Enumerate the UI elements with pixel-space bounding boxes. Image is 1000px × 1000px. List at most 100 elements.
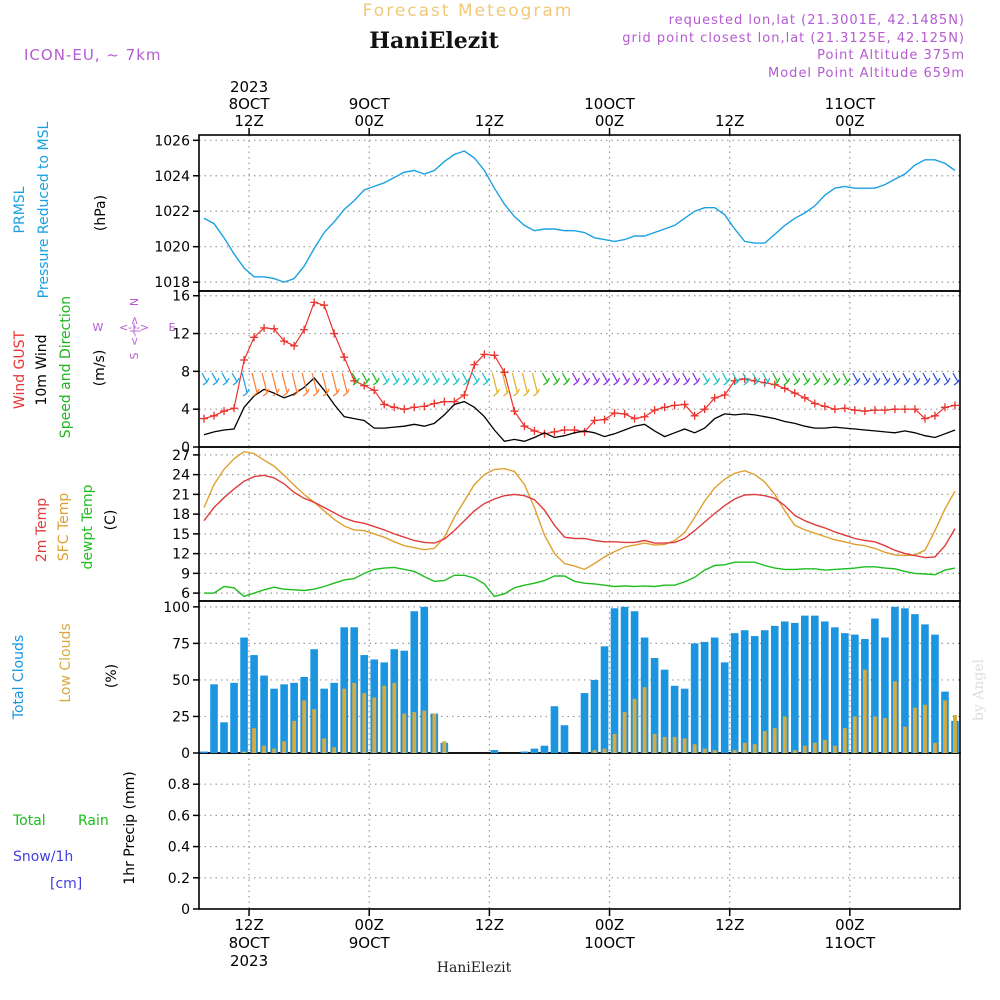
- gust-marker: [520, 422, 529, 431]
- wind-direction-arrow: [311, 372, 320, 397]
- y-tick-label: 15: [172, 527, 190, 543]
- total-cloud-bar: [760, 630, 769, 753]
- bottom-hour-label: 00Z: [835, 916, 864, 934]
- total-cloud-bar: [720, 662, 729, 753]
- wind-direction-arrow: [361, 372, 370, 386]
- total-cloud-bar: [550, 706, 559, 753]
- total-cloud-bar: [270, 688, 278, 753]
- wind-direction-arrow: [241, 372, 250, 397]
- wind-direction-arrow: [411, 372, 420, 386]
- bottom-hour-label: 00Z: [355, 916, 384, 934]
- total-cloud-bar: [400, 650, 409, 753]
- wind-direction-arrow: [932, 372, 941, 386]
- gust-marker: [210, 411, 219, 420]
- low-cloud-bar: [953, 715, 957, 753]
- wind-direction-arrow: [872, 372, 881, 386]
- total-cloud-bar: [851, 634, 859, 753]
- gust-marker: [600, 415, 609, 424]
- gust-marker: [270, 324, 279, 333]
- wind-direction-arrow: [581, 372, 591, 386]
- total-cloud-bar: [310, 649, 318, 753]
- temp-label-sfc: SFC Temp: [56, 493, 72, 562]
- gust-marker: [800, 393, 809, 402]
- low-cloud-bar: [602, 748, 607, 753]
- compass-arrow-v: <-|->: [128, 316, 141, 346]
- low-cloud-bar: [662, 736, 667, 753]
- y-tick-label: 21: [172, 487, 190, 503]
- gust-marker: [830, 405, 839, 414]
- gust-marker: [560, 425, 569, 434]
- wind-label-gust: Wind GUST: [12, 330, 28, 409]
- wind-direction-arrow: [682, 372, 691, 386]
- low-cloud-bar: [312, 709, 317, 753]
- total-cloud-bar: [780, 621, 789, 753]
- wind-direction-arrow: [642, 372, 651, 386]
- panel-wind: 0 4 8 12 16: [172, 289, 961, 456]
- temp-labels: 2m Temp SFC Temp dewpt Temp (C): [34, 484, 119, 569]
- gust-marker: [390, 403, 399, 412]
- low-cloud-bar: [832, 745, 837, 753]
- low-cloud-bar: [362, 693, 367, 753]
- total-cloud-bar: [240, 637, 248, 753]
- compass-arrow-h: <-|->: [119, 321, 149, 334]
- clouds-label-total: Total Clouds: [11, 635, 27, 720]
- low-cloud-bar: [432, 713, 437, 753]
- wind-direction-arrow: [501, 372, 510, 397]
- top-hour-label: 12Z: [715, 112, 744, 130]
- wind-direction-arrow: [692, 372, 701, 386]
- gust-marker: [240, 356, 249, 365]
- pressure-labels: PRMSL Pressure Reduced to MSL (hPa): [12, 121, 109, 298]
- wind-direction-arrow: [752, 372, 761, 386]
- wind-direction-arrow: [942, 372, 951, 386]
- bottom-hour-label: 00Z: [595, 916, 624, 934]
- low-cloud-bar: [642, 687, 647, 753]
- low-cloud-bar: [412, 712, 417, 753]
- precip-labels: Total Rain Snow/1h [cm] 1hr Precip (mm): [12, 771, 138, 892]
- low-cloud-bar: [672, 736, 677, 753]
- bottom-day-label: 11OCT: [825, 934, 876, 952]
- total-cloud-bar: [540, 745, 549, 753]
- wind-direction-arrow: [702, 372, 711, 386]
- gust-marker: [590, 416, 599, 425]
- wind-label-unit: (m/s): [92, 350, 108, 387]
- model-name: ICON-EU, ~ 7km: [24, 46, 162, 64]
- gust-marker: [900, 405, 909, 414]
- y-tick-label: 100: [163, 600, 190, 616]
- low-cloud-bar: [342, 688, 347, 753]
- total-cloud-bar: [210, 684, 218, 753]
- gust-marker: [790, 389, 799, 398]
- y-tick-label: 4: [181, 402, 190, 418]
- gust-marker: [840, 404, 849, 413]
- wind-direction-arrow: [762, 372, 771, 386]
- wind-direction-arrow: [271, 372, 280, 397]
- gust-marker: [340, 353, 349, 362]
- wind-direction-arrow: [351, 372, 360, 386]
- total-cloud-bar: [841, 633, 849, 753]
- gust-marker: [940, 403, 949, 412]
- top-day-label: 8OCT: [229, 95, 271, 113]
- low-cloud-bar: [612, 734, 617, 753]
- wind-direction-arrow: [471, 372, 480, 386]
- gust-marker: [820, 402, 829, 411]
- total-cloud-bar: [800, 615, 809, 753]
- temp2m-line: [203, 474, 956, 559]
- total-cloud-bar: [650, 658, 659, 753]
- panel-frame: [198, 446, 961, 602]
- low-cloud-bar: [802, 745, 807, 753]
- pressure-line: [203, 150, 956, 283]
- low-cloud-bar: [622, 712, 627, 753]
- wind-direction-arrow: [591, 372, 601, 386]
- wind-direction-arrow: [802, 372, 811, 386]
- y-tick-label: 25: [172, 709, 190, 725]
- wind-direction-arrow: [431, 372, 440, 386]
- watermark: by Angel: [971, 658, 987, 721]
- total-cloud-bar: [220, 722, 228, 753]
- compass-north: N: [128, 298, 141, 306]
- y-tick-label: 1020: [154, 240, 190, 256]
- gust-marker: [370, 386, 379, 395]
- wind-direction-arrow: [672, 372, 681, 386]
- wind-label-dir: Speed and Direction: [58, 296, 74, 438]
- wind-direction-arrow: [491, 372, 500, 397]
- y-tick-label: 24: [172, 468, 190, 484]
